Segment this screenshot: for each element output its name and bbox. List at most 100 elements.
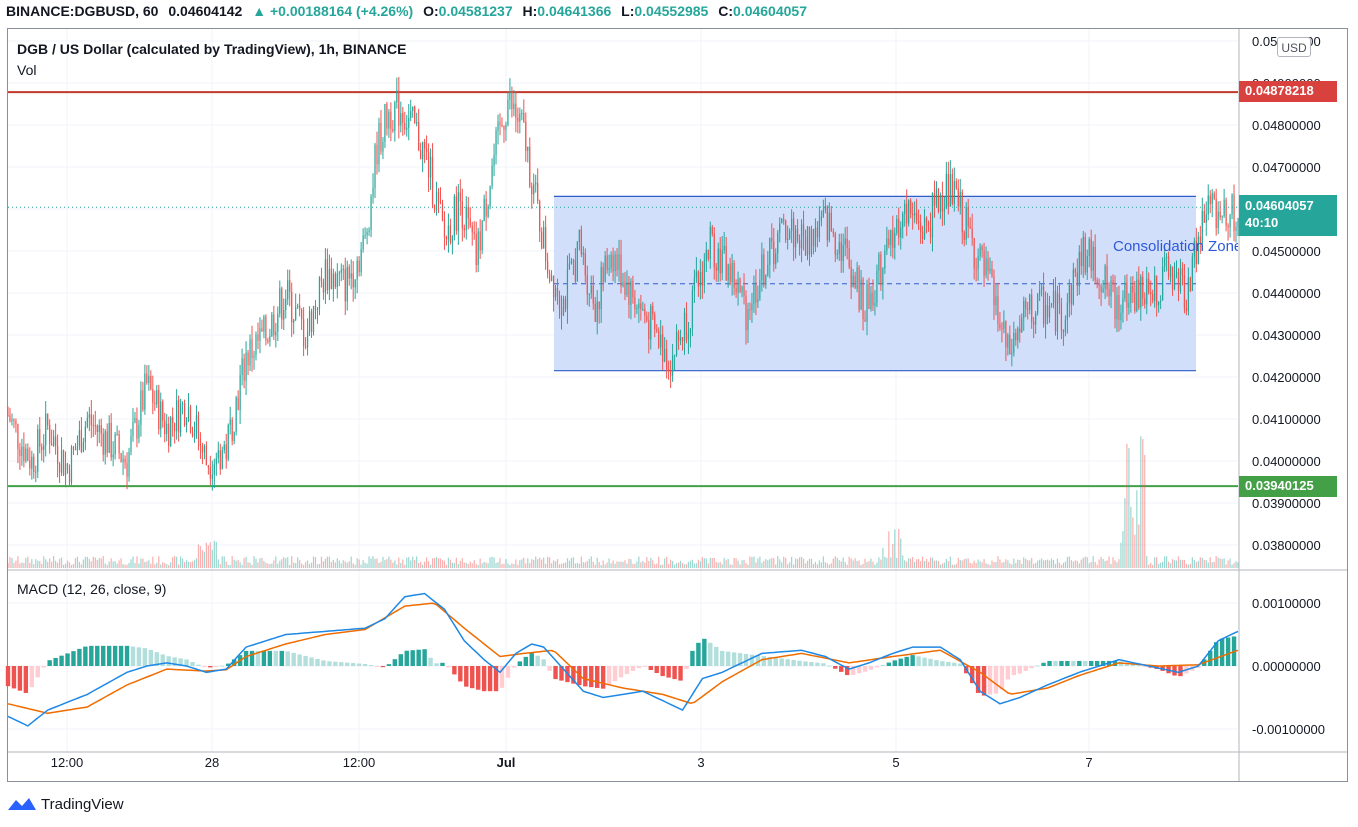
volume-bar	[1070, 560, 1072, 568]
volume-bar	[275, 556, 277, 568]
candle-body	[25, 448, 27, 461]
volume-bar	[592, 561, 594, 568]
candle-body	[11, 419, 13, 422]
volume-bar	[987, 564, 989, 568]
candle-body	[205, 445, 208, 466]
macd-histogram-bar	[1059, 660, 1064, 666]
volume-bar	[336, 558, 338, 568]
volume-bar	[834, 556, 836, 568]
volume-bar	[174, 556, 176, 568]
macd-histogram-bar	[624, 666, 630, 675]
candle-body	[679, 337, 682, 341]
volume-bar	[1023, 557, 1025, 568]
volume-bar	[892, 543, 894, 568]
volume-bar	[874, 564, 876, 568]
candle-body	[215, 458, 217, 465]
candle-body	[304, 346, 307, 348]
candle-body	[622, 281, 624, 287]
candle-body	[862, 279, 864, 320]
macd-histogram-bar	[112, 645, 118, 666]
candle-body	[53, 436, 55, 446]
candle-body	[550, 275, 553, 282]
volume-bar	[993, 562, 995, 568]
volume-bar	[1235, 561, 1237, 568]
volume-bar	[1213, 561, 1215, 568]
candle-body	[638, 303, 640, 309]
volume-bar	[959, 560, 961, 568]
macd-histogram-bar	[827, 665, 832, 667]
symbol-name[interactable]: BINANCE:DGBUSD, 60	[6, 3, 159, 19]
candle-body	[1019, 328, 1021, 333]
candle-body	[529, 146, 531, 187]
volume-bar	[364, 562, 366, 568]
candle-body	[1193, 240, 1195, 257]
volume-bar	[408, 556, 410, 568]
volume-bar	[273, 560, 275, 568]
volume-bar	[864, 558, 866, 568]
volume-bar	[1037, 560, 1039, 568]
volume-bar	[838, 560, 840, 568]
candle-body	[1082, 236, 1084, 267]
volume-bar	[427, 561, 430, 568]
tradingview-logo[interactable]: TradingView	[7, 793, 124, 815]
candle-body	[999, 323, 1001, 328]
volume-bar	[763, 561, 765, 568]
volume-bar	[35, 559, 37, 568]
macd-histogram-bar	[249, 650, 255, 666]
candle-body	[118, 433, 120, 454]
candle-body	[412, 106, 414, 112]
macd-histogram-bar	[595, 666, 600, 688]
candle-body	[185, 420, 188, 426]
volume-bar	[467, 564, 469, 568]
macd-histogram-bar	[660, 666, 665, 677]
volume-legend: Vol	[17, 62, 37, 78]
bar-countdown: 40:10	[1245, 215, 1279, 230]
candle-body	[912, 213, 914, 216]
candle-body	[995, 296, 997, 306]
volume-bar	[677, 562, 680, 568]
candle-body	[1088, 239, 1090, 256]
candle-body	[1225, 199, 1227, 226]
candle-body	[148, 375, 150, 384]
volume-bar	[1199, 557, 1201, 568]
macd-histogram-bar	[327, 661, 332, 666]
candle-body	[453, 196, 455, 237]
candle-body	[806, 226, 809, 256]
macd-histogram-bar	[583, 666, 588, 687]
currency-button[interactable]: USD	[1277, 37, 1311, 57]
candle-body	[554, 288, 557, 298]
volume-bar	[1048, 560, 1051, 568]
candle-body	[475, 233, 477, 266]
volume-bar	[68, 562, 71, 568]
volume-bar	[72, 564, 75, 568]
volume-bar	[189, 562, 192, 568]
volume-bar	[199, 546, 202, 568]
candle-body	[947, 173, 949, 207]
volume-bar	[848, 556, 850, 568]
volume-bar	[1185, 563, 1188, 568]
volume-bar	[983, 559, 985, 568]
candle-body	[1197, 236, 1199, 265]
candle-body	[398, 90, 400, 126]
candle-body	[269, 336, 271, 342]
last-price: 0.04604142	[168, 3, 243, 19]
volume-bar	[1011, 564, 1013, 568]
candle-body	[556, 288, 559, 296]
volume-bar	[735, 558, 737, 568]
candle-body	[211, 474, 213, 479]
candle-body	[160, 401, 162, 430]
candle-body	[1207, 195, 1209, 215]
candle-body	[414, 106, 416, 124]
candle-body	[350, 273, 352, 279]
candle-body	[1021, 318, 1023, 333]
macd-histogram-bar	[106, 645, 112, 666]
volume-bar	[971, 563, 973, 568]
candle-body	[461, 201, 463, 229]
candle-body	[481, 221, 483, 251]
candle-body	[1211, 193, 1213, 205]
volume-bar	[939, 564, 942, 568]
volume-bar	[608, 558, 610, 568]
volume-bar	[53, 556, 55, 568]
candle-body	[501, 124, 503, 127]
